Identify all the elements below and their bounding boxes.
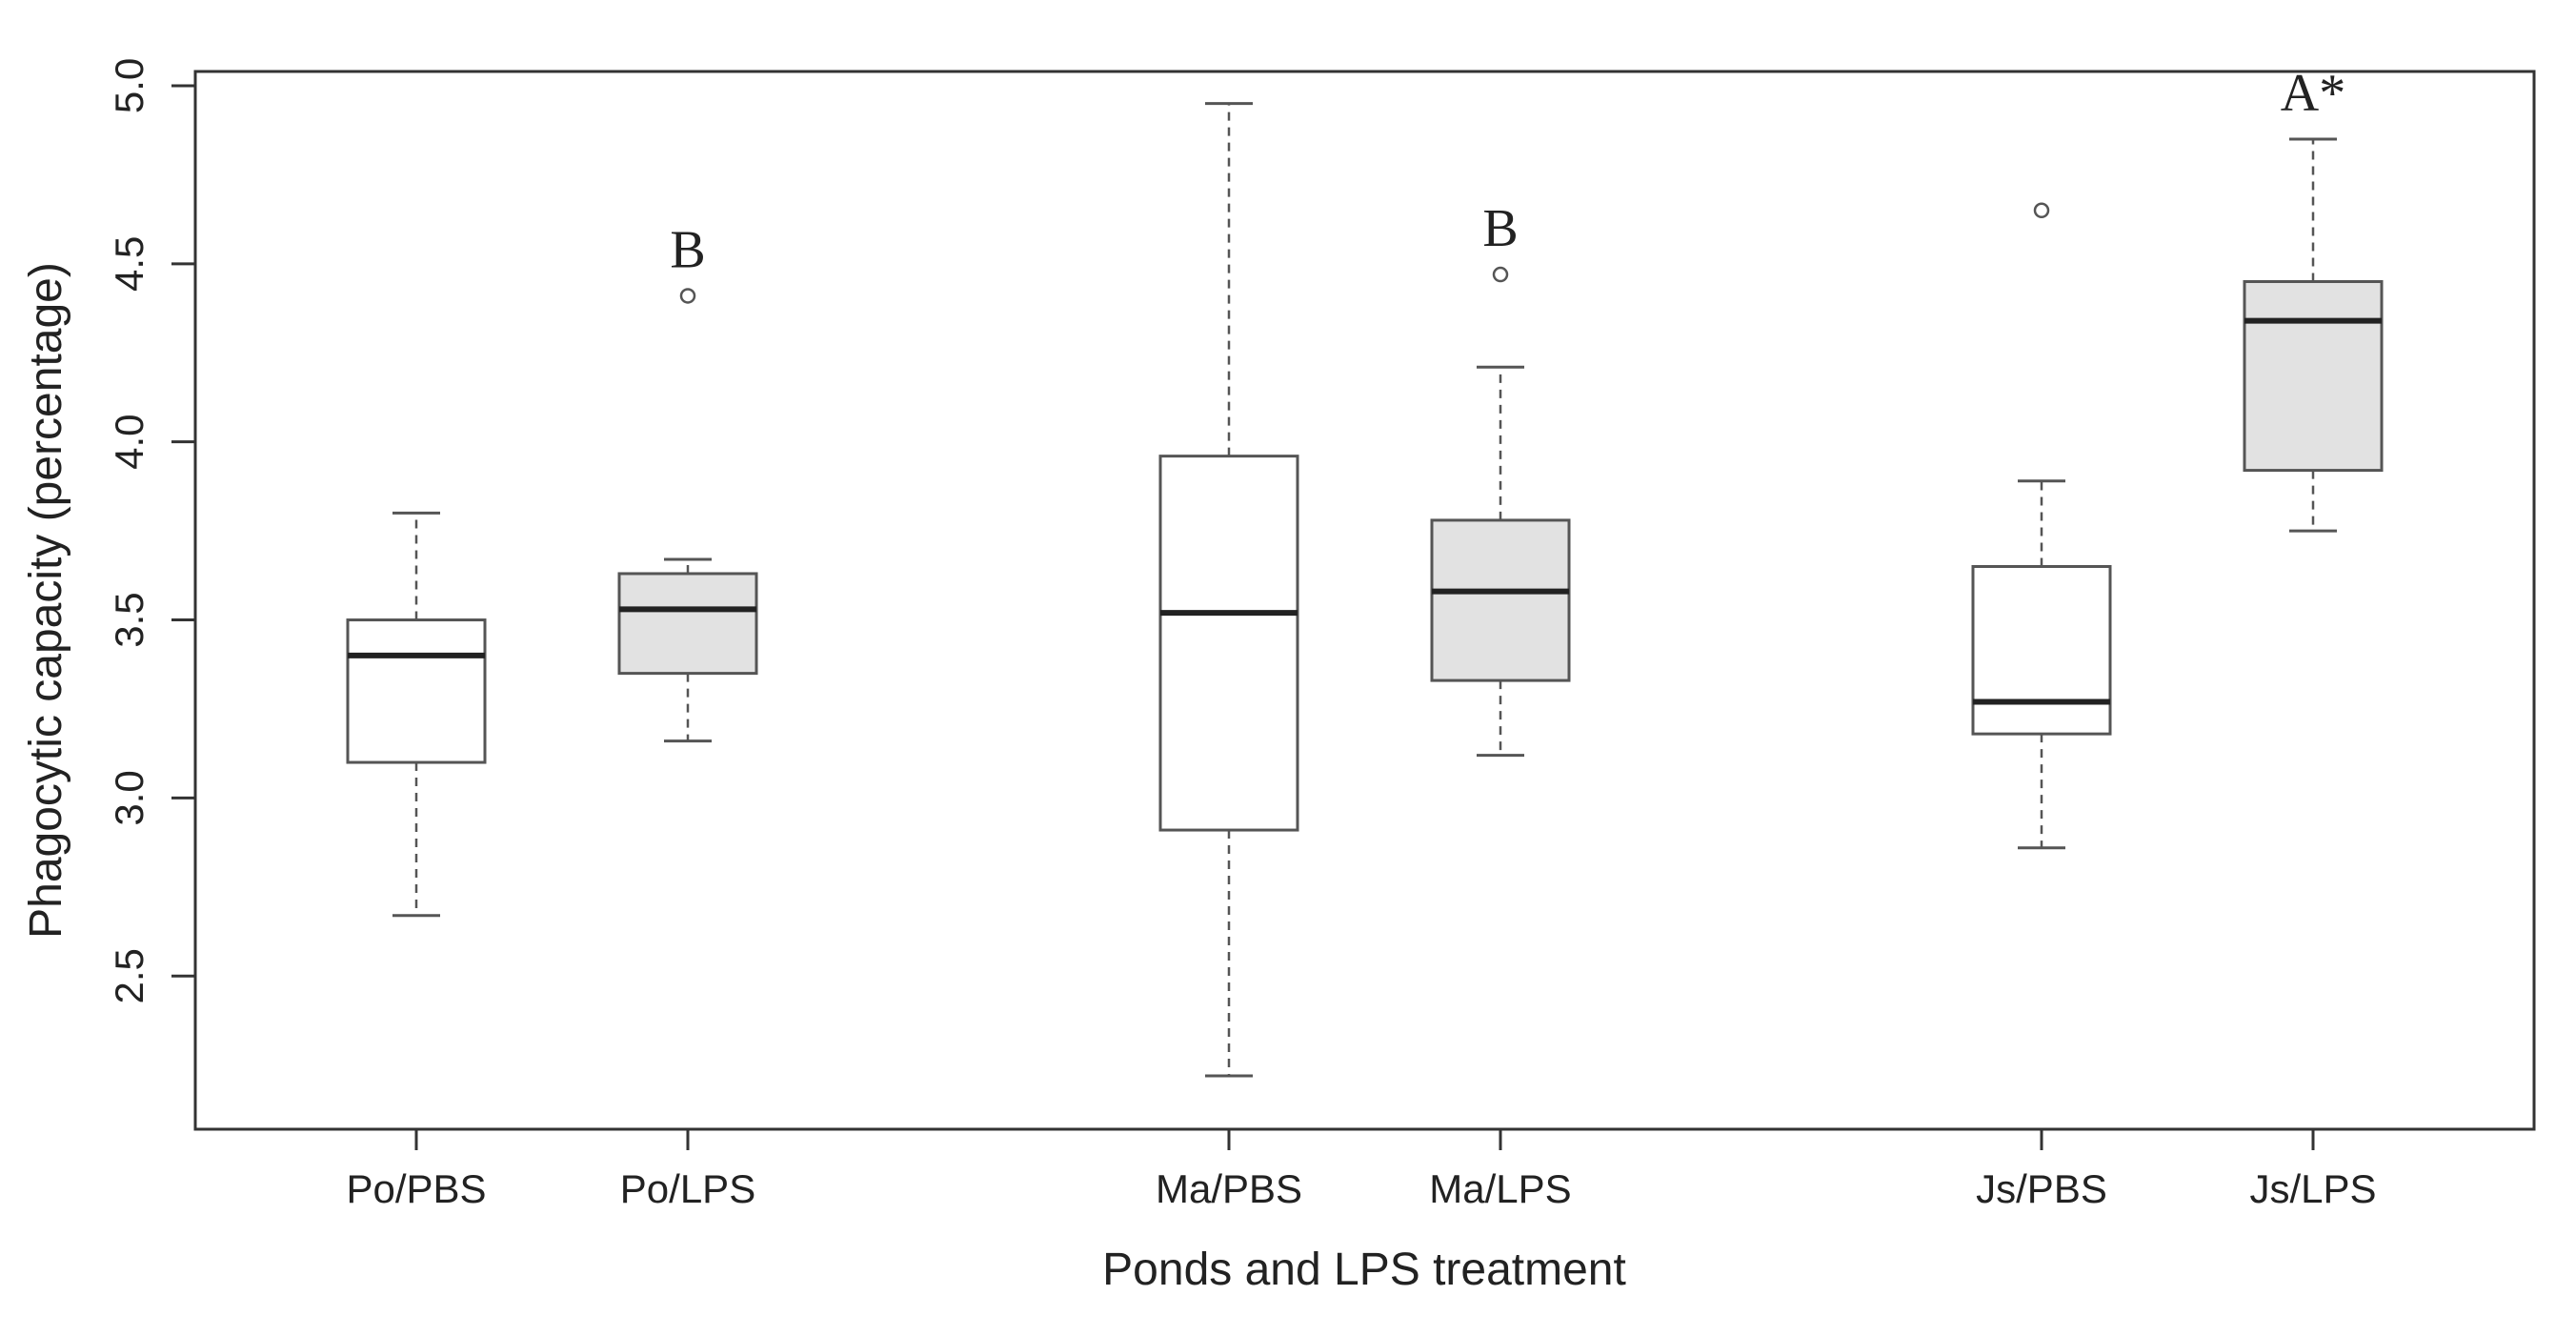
y-axis: 2.5 3.0 3.5 4.0 4.5 5.0: [107, 58, 195, 1003]
x-tick-label: Js/PBS: [1976, 1166, 2107, 1211]
x-axis-title: Ponds and LPS treatment: [1102, 1245, 1626, 1295]
outlier-point: [679, 288, 696, 304]
box-iqr: [1158, 455, 1299, 832]
box-po-pbs: [346, 511, 487, 918]
y-tick-label: 4.0: [107, 414, 151, 469]
box-js-lps: A*: [2243, 64, 2384, 533]
x-tick-label: Js/LPS: [2249, 1166, 2376, 1211]
box-iqr: [2243, 280, 2384, 473]
y-tick-label: 2.5: [107, 948, 151, 1003]
box-js-pbs: [1971, 202, 2112, 850]
box-iqr: [1430, 518, 1571, 682]
plot-frame: [193, 70, 2536, 1131]
significance-label: B: [670, 220, 705, 279]
y-tick-label: 4.5: [107, 236, 151, 292]
x-tick-label: Po/LPS: [620, 1166, 755, 1211]
box-ma-pbs: [1158, 102, 1299, 1078]
box-po-lps: B: [617, 220, 758, 743]
x-tick-label: Ma/LPS: [1429, 1166, 1571, 1211]
outlier-point: [1492, 266, 1509, 283]
box-iqr: [346, 618, 487, 764]
y-tick-label: 3.5: [107, 592, 151, 647]
box-series: B B A*: [346, 64, 2384, 1078]
significance-label: A*: [2281, 64, 2345, 123]
x-tick-label: Ma/PBS: [1156, 1166, 1302, 1211]
outlier-point: [2033, 202, 2050, 219]
box-iqr: [1971, 564, 2112, 736]
significance-label: B: [1482, 199, 1518, 258]
box-ma-lps: B: [1430, 199, 1571, 758]
y-axis-title: Phagocytic capacity (percentage): [21, 262, 71, 939]
x-axis: Po/PBS Po/LPS Ma/PBS Ma/LPS Js/PBS Js/LPS: [346, 1129, 2377, 1211]
x-tick-label: Po/PBS: [346, 1166, 486, 1211]
box-iqr: [617, 572, 758, 676]
y-tick-label: 5.0: [107, 58, 151, 113]
y-tick-label: 3.0: [107, 770, 151, 825]
